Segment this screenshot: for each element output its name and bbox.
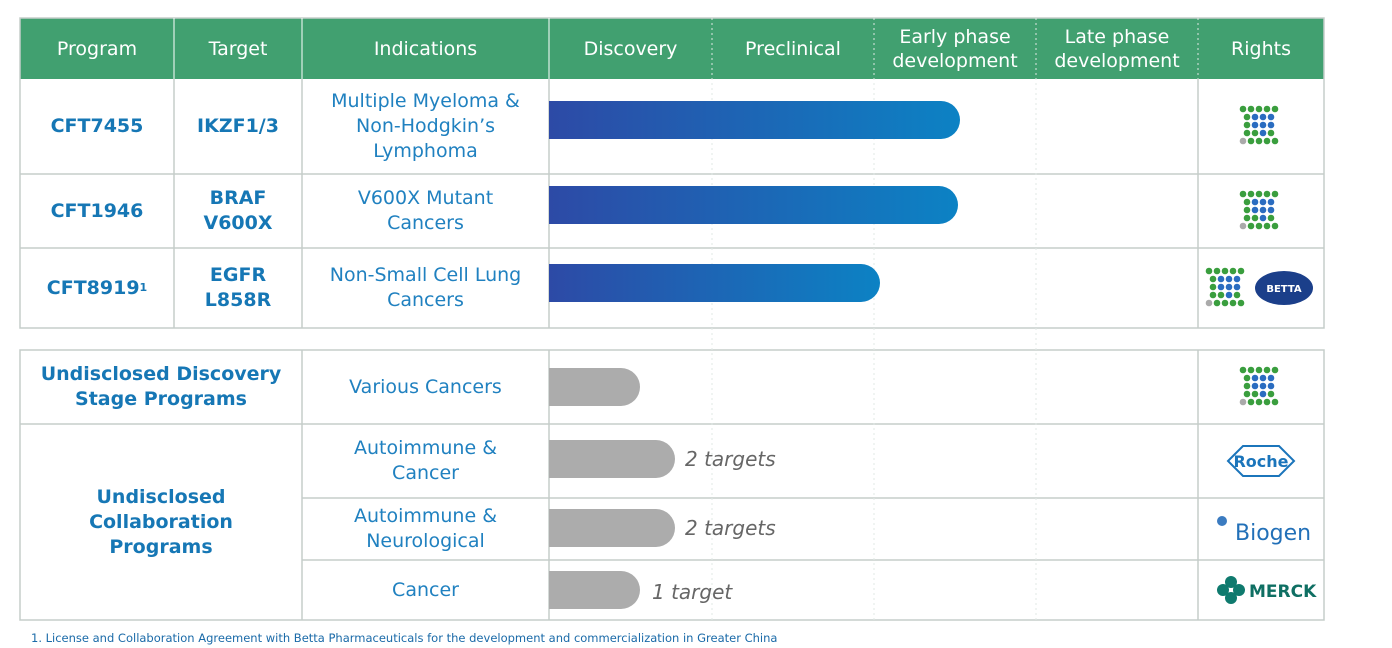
- indication: Non-Small Cell Lung Cancers: [329, 264, 522, 311]
- header: Target: [208, 37, 268, 60]
- partner-logo: MERCK: [1249, 582, 1317, 602]
- header: Indications: [373, 37, 478, 60]
- program: CFT7455: [50, 115, 144, 137]
- partner-logo: BETTA: [1266, 284, 1302, 295]
- program: CFT1946: [50, 199, 144, 222]
- note: 1 target: [652, 579, 733, 604]
- program-cell: CFT8919 1: [46, 276, 148, 299]
- indication: Autoimmune & Cancer: [353, 437, 498, 484]
- partner-logo: Roche: [1233, 452, 1288, 471]
- target: IKZF1/3: [197, 115, 279, 137]
- group: Undisclosed Collaboration Programs: [89, 485, 233, 558]
- indication: Cancer: [392, 578, 459, 601]
- indication: Multiple Myeloma & Non-Hodgkin’s Lymphom…: [331, 90, 520, 162]
- header: Preclinical: [745, 37, 841, 60]
- footnote: 1. License and Collaboration Agreement w…: [31, 631, 778, 645]
- header: Discovery: [583, 37, 678, 60]
- note: 2 targets: [685, 446, 776, 471]
- header: Program: [56, 37, 138, 60]
- header: Late phase development: [1054, 25, 1180, 72]
- header: Early phase development: [892, 25, 1018, 72]
- target: EGFR L858R: [204, 264, 272, 311]
- indication: Various Cancers: [349, 375, 502, 398]
- header: Rights: [1231, 37, 1291, 60]
- indication: V600X Mutant Cancers: [357, 187, 494, 234]
- note: 2 targets: [685, 515, 776, 540]
- partner-logo: Biogen: [1235, 521, 1311, 546]
- group: Undisclosed Discovery Stage Programs: [40, 363, 282, 410]
- target: BRAF V600X: [203, 187, 273, 234]
- indication: Autoimmune & Neurological: [353, 505, 498, 552]
- program: CFT8919: [46, 276, 140, 299]
